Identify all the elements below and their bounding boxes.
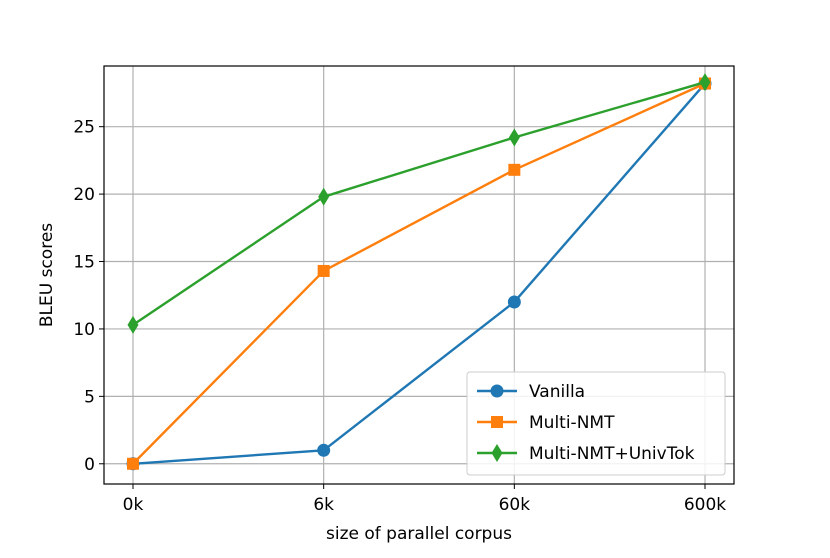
legend-item: Vanilla bbox=[477, 382, 585, 402]
series-line bbox=[132, 81, 706, 326]
plot-frame bbox=[103, 65, 735, 485]
legend-label: Vanilla bbox=[529, 382, 585, 402]
data-point bbox=[317, 443, 331, 457]
data-point bbox=[507, 295, 521, 309]
x-tick-label: 600k bbox=[684, 495, 726, 515]
series-layer bbox=[126, 73, 712, 471]
y-axis-label: BLEU scores bbox=[37, 223, 57, 327]
y-tick-label: 10 bbox=[73, 320, 95, 340]
data-point bbox=[127, 315, 139, 334]
x-tick-label: 60k bbox=[499, 495, 531, 515]
legend: Vanilla Multi-NMT Multi-NMT+UnivTok bbox=[466, 371, 726, 476]
ticks: 0k 6k 60k 600k 0 5 10 15 20 25 bbox=[73, 118, 726, 515]
data-point bbox=[127, 457, 139, 470]
data-point bbox=[699, 73, 711, 92]
legend-marker bbox=[491, 444, 503, 462]
series-multi-nmt-univtok bbox=[127, 73, 711, 334]
x-tick-label: 0k bbox=[123, 495, 144, 515]
series-line bbox=[132, 82, 706, 465]
data-point bbox=[317, 264, 330, 277]
x-tick-label: 6k bbox=[313, 495, 334, 515]
legend-item: Multi-NMT bbox=[477, 413, 615, 433]
series-line bbox=[132, 82, 706, 465]
data-point bbox=[318, 187, 330, 206]
y-tick-label: 0 bbox=[84, 455, 95, 475]
y-tick-label: 25 bbox=[73, 118, 95, 138]
legend-box bbox=[466, 371, 726, 476]
legend-label: Multi-NMT bbox=[529, 413, 615, 433]
y-tick-label: 15 bbox=[73, 253, 95, 273]
y-tick-label: 20 bbox=[73, 185, 95, 205]
y-tick-label: 5 bbox=[84, 387, 95, 407]
legend-marker bbox=[491, 416, 503, 428]
legend-item: Multi-NMT+UnivTok bbox=[477, 444, 695, 464]
x-axis-label: size of parallel corpus bbox=[326, 524, 512, 544]
data-point bbox=[508, 128, 520, 147]
legend-marker bbox=[490, 384, 504, 398]
legend-label: Multi-NMT+UnivTok bbox=[529, 444, 695, 464]
data-point bbox=[508, 163, 521, 176]
